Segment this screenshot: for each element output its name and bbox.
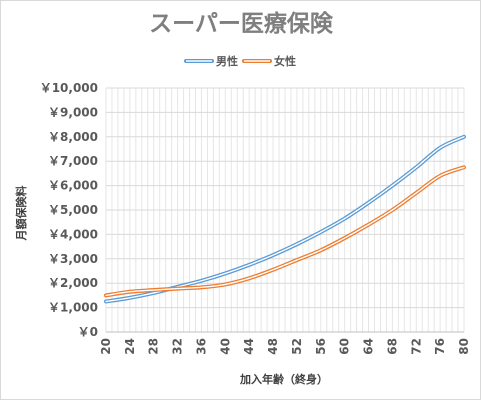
- x-axis-tick-labels: 20 24 28 32 36 40 44 48 52 56 60 64 68 72 76 80: [99, 338, 471, 355]
- x-tick-label: 32: [171, 338, 185, 355]
- y-tick-label: ￥3,000: [48, 252, 98, 266]
- x-tick-label: 24: [123, 338, 137, 355]
- y-tick-label: ￥1,000: [48, 301, 98, 315]
- y-axis-tick-labels: ￥0 ￥1,000 ￥2,000 ￥3,000 ￥4,000 ￥5,000 ￥6,000 ￥7…: [40, 81, 98, 339]
- x-tick-label: 28: [147, 338, 161, 355]
- x-tick-label: 76: [433, 338, 447, 355]
- legend-label: 男性: [216, 54, 238, 68]
- x-tick-label: 56: [314, 338, 328, 355]
- x-tick-label: 52: [290, 338, 304, 355]
- y-tick-label: ￥9,000: [48, 105, 98, 119]
- x-tick-label: 80: [457, 338, 471, 355]
- chart-gridlines: [105, 87, 465, 333]
- chart-title: スーパー医療保険: [149, 10, 334, 37]
- y-axis-label: 月額保険料: [14, 186, 28, 242]
- y-tick-label: ￥7,000: [48, 154, 98, 168]
- series-1-line-inner: [105, 166, 465, 297]
- x-tick-label: 48: [266, 338, 280, 355]
- chart-legend: 男性 女性: [184, 54, 296, 68]
- x-tick-label: 36: [194, 338, 208, 355]
- x-tick-label: 44: [242, 338, 256, 355]
- x-tick-label: 20: [99, 338, 113, 355]
- y-tick-label: ￥8,000: [48, 130, 98, 144]
- x-tick-label: 60: [338, 338, 352, 355]
- y-tick-label: ￥0: [78, 325, 98, 339]
- y-tick-label: ￥10,000: [40, 81, 98, 95]
- y-tick-label: ￥6,000: [48, 179, 98, 193]
- x-tick-label: 40: [218, 338, 232, 355]
- x-tick-label: 64: [362, 338, 376, 355]
- legend-label: 女性: [274, 54, 296, 68]
- x-axis-label: 加入年齢（終身）: [239, 372, 328, 386]
- y-tick-label: ￥4,000: [48, 227, 98, 241]
- x-tick-label: 72: [409, 338, 423, 355]
- y-tick-label: ￥2,000: [48, 276, 98, 290]
- x-tick-label: 68: [385, 338, 399, 355]
- chart-series: [104, 134, 466, 304]
- y-tick-label: ￥5,000: [48, 203, 98, 217]
